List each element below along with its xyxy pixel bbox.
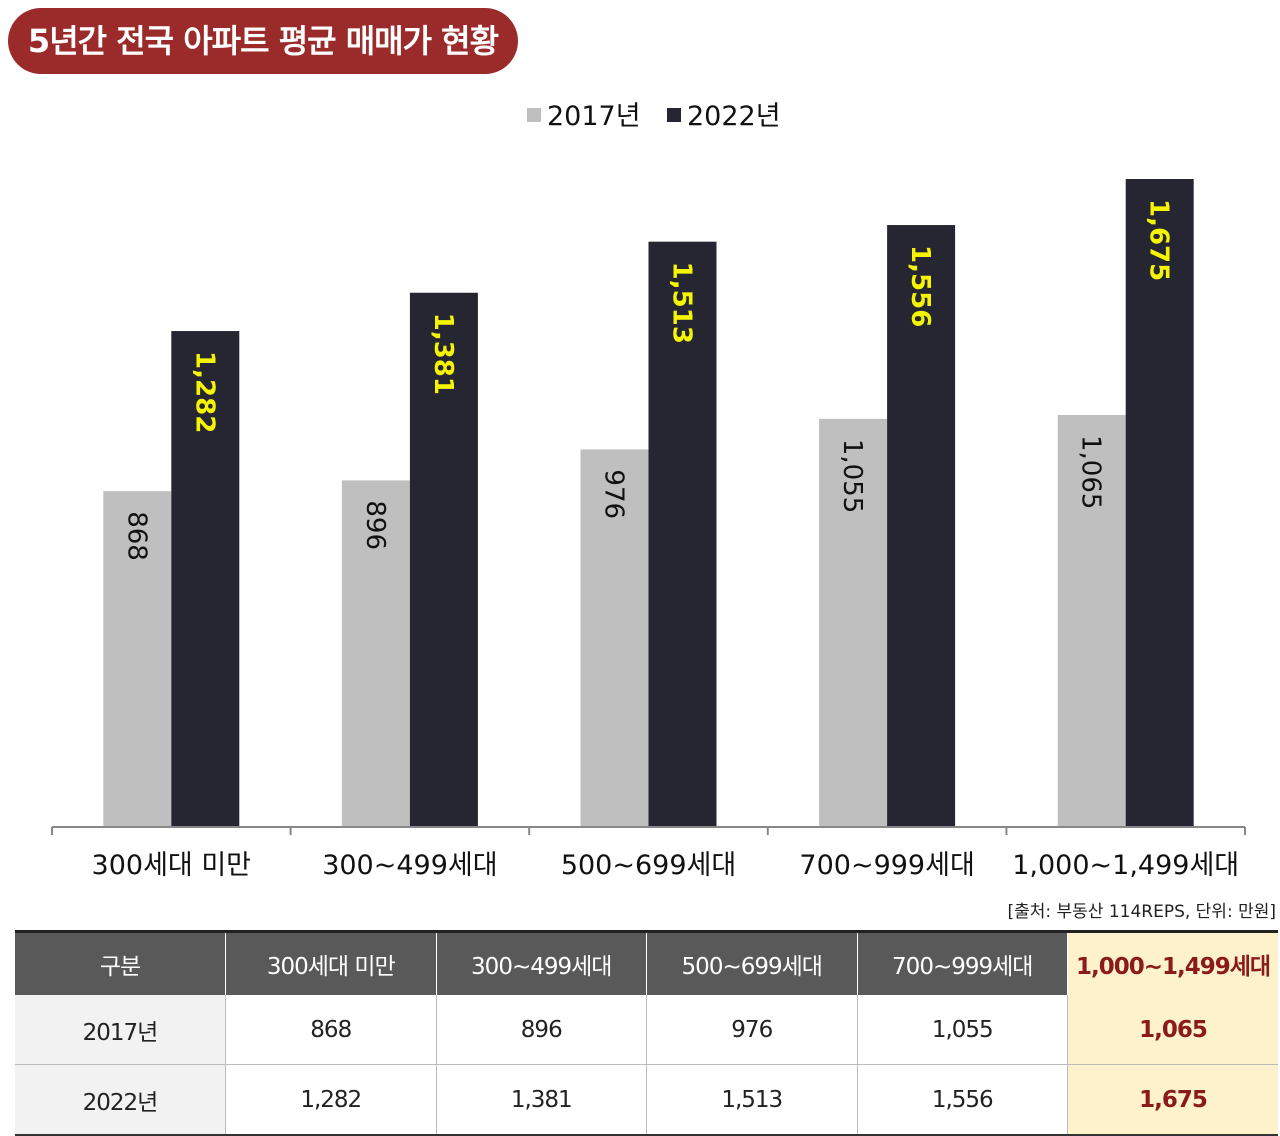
bar (1125, 179, 1194, 827)
table-cell: 2017년 (15, 995, 226, 1065)
table-cell: 1,675 (1067, 1064, 1278, 1136)
bar (1057, 414, 1126, 827)
table-cell: 1,282 (225, 1064, 436, 1136)
source-note: [출처: 부동산 114REPS, 단위: 만원] (1007, 902, 1276, 922)
bar (819, 418, 888, 827)
x-tick-label: 300~499세대 (322, 850, 497, 881)
chart-title: 5년간 전국 아파트 평균 매매가 현황 (8, 8, 518, 74)
legend-label: 2022년 (687, 101, 781, 132)
table-header-cell: 구분 (15, 930, 226, 995)
table-header-cell: 700~999세대 (856, 930, 1068, 995)
bar (648, 241, 717, 827)
table-header-cell: 300세대 미만 (225, 930, 436, 995)
bar (409, 292, 478, 828)
table-row: 2017년 868 896 976 1,055 1,065 (15, 995, 1278, 1065)
table-header: 구분 300세대 미만 300~499세대 500~699세대 700~999세대 1,0… (15, 930, 1278, 995)
table-cell: 1,381 (435, 1064, 647, 1136)
table-cell: 1,513 (646, 1064, 857, 1136)
table-cell: 1,065 (1067, 995, 1278, 1065)
table-header-cell: 500~699세대 (646, 930, 857, 995)
x-tick-label: 500~699세대 (561, 850, 736, 881)
bar (103, 491, 172, 827)
value-label: 1,381 (428, 313, 458, 395)
x-tick-label: 1,000~1,499세대 (1012, 850, 1239, 881)
table-cell: 896 (435, 995, 647, 1065)
value-label: 1,675 (1144, 199, 1174, 281)
table-cell: 1,055 (856, 995, 1068, 1065)
bar (887, 225, 956, 827)
value-label: 1,513 (667, 262, 697, 344)
data-table: 구분 300세대 미만 300~499세대 500~699세대 700~999세대 1,0… (15, 930, 1278, 1136)
x-tick-label: 300세대 미만 (92, 850, 251, 881)
table-cell: 2022년 (15, 1064, 226, 1136)
x-tick-label: 700~999세대 (799, 850, 974, 881)
table-row: 2022년 1,282 1,381 1,513 1,556 1,675 (15, 1064, 1278, 1136)
legend-swatch (527, 108, 541, 122)
value-label: 1,282 (189, 351, 219, 433)
value-label: 896 (360, 500, 390, 550)
bar (171, 331, 240, 827)
table-header-cell: 300~499세대 (435, 930, 647, 995)
legend-label: 2017년 (547, 101, 641, 132)
table-header-cell: 1,000~1,499세대 (1067, 930, 1278, 995)
table-cell: 868 (225, 995, 436, 1065)
table-cell: 976 (646, 995, 857, 1065)
value-label: 1,556 (905, 245, 935, 327)
table-body: 2017년 868 896 976 1,055 1,065 2022년 1,282 1,381 1… (15, 995, 1278, 1136)
bar (341, 480, 410, 827)
table-cell: 1,556 (856, 1064, 1068, 1136)
value-label: 868 (121, 511, 151, 561)
chart: 2017년 2022년 868 1,282 300세대 미만 896 1,381 300~49… (51, 101, 1246, 881)
value-label: 1,055 (837, 439, 867, 513)
bar (580, 449, 649, 827)
value-label: 976 (599, 469, 629, 519)
value-label: 1,065 (1076, 435, 1106, 509)
legend-swatch (667, 108, 681, 122)
